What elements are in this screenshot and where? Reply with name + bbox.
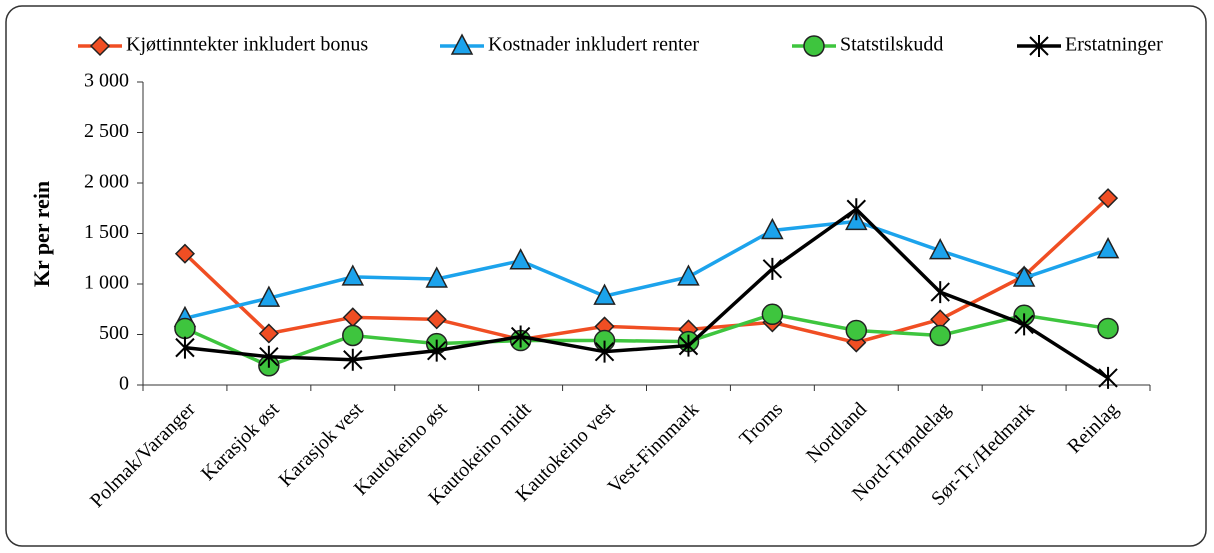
- legend-marker: [803, 35, 825, 57]
- marker: [678, 334, 699, 357]
- marker: [174, 243, 196, 264]
- marker: [257, 285, 281, 307]
- marker: [594, 340, 615, 363]
- y-axis-label: Kr per rein: [29, 181, 54, 287]
- marker: [510, 325, 531, 348]
- marker: [1097, 188, 1119, 209]
- legend-marker: [89, 35, 111, 57]
- y-tick-label: 1 000: [84, 272, 129, 294]
- marker: [425, 266, 448, 288]
- marker: [175, 336, 195, 359]
- y-tick-label: 500: [99, 322, 129, 344]
- series-line: [184, 206, 1109, 380]
- marker: [427, 339, 447, 362]
- marker: [259, 345, 279, 368]
- marker: [762, 257, 783, 280]
- y-tick-label: 2 000: [84, 171, 129, 193]
- legend-label: Statstilskudd: [840, 34, 943, 56]
- marker: [845, 319, 868, 342]
- marker: [1012, 265, 1036, 287]
- marker: [929, 324, 951, 347]
- series-line: [183, 196, 1110, 345]
- marker: [1096, 237, 1120, 259]
- marker: [342, 324, 364, 347]
- series-line: [184, 312, 1109, 368]
- marker: [761, 217, 784, 240]
- y-tick-label: 1 500: [84, 221, 129, 243]
- y-tick-label: 3 000: [84, 70, 129, 92]
- series: [175, 198, 1118, 389]
- marker: [343, 348, 363, 371]
- marker: [258, 323, 279, 344]
- marker: [341, 264, 365, 286]
- series-line: [184, 219, 1109, 321]
- marker: [1097, 317, 1119, 340]
- legend-label: Kjøttinntekter inkludert bonus: [126, 34, 368, 56]
- marker: [930, 281, 950, 304]
- y-tick-label: 0: [119, 373, 129, 395]
- marker: [1098, 366, 1118, 389]
- marker: [426, 309, 447, 330]
- marker: [509, 248, 532, 270]
- chart-frame: [5, 5, 1207, 547]
- legend-marker: [1029, 35, 1049, 57]
- marker: [593, 283, 616, 305]
- marker: [928, 238, 952, 260]
- legend-label: Kostnader inkludert renter: [488, 34, 699, 56]
- marker: [174, 317, 196, 340]
- marker: [761, 303, 784, 326]
- legend-marker: [450, 33, 474, 55]
- marker: [846, 198, 866, 221]
- y-tick-label: 2 500: [84, 120, 129, 142]
- marker: [677, 264, 700, 286]
- marker: [1014, 313, 1034, 336]
- legend-label: Erstatninger: [1065, 34, 1163, 56]
